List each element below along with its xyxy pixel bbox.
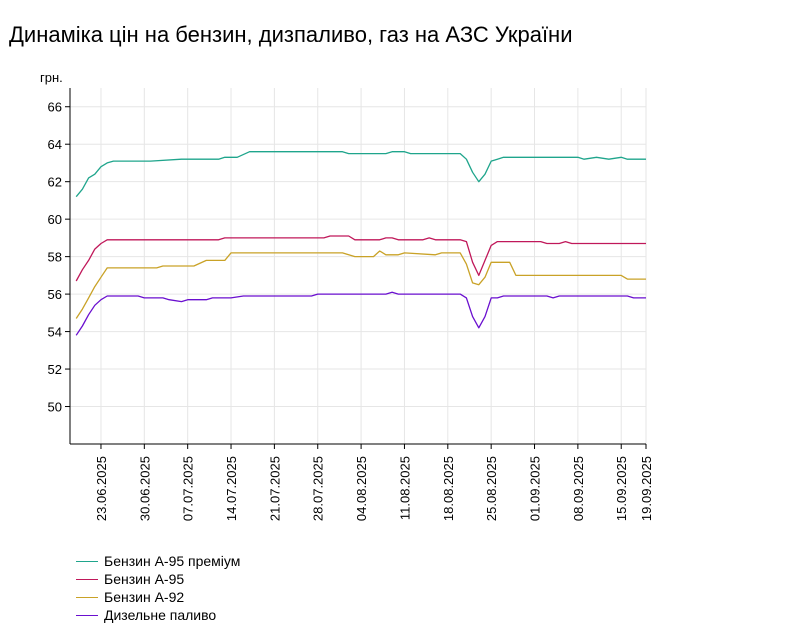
y-tick-label: 50: [48, 400, 62, 415]
x-tick-label: 18.08.2025: [441, 456, 456, 521]
legend-swatch: [76, 578, 98, 580]
x-tick-label: 21.07.2025: [267, 456, 282, 521]
x-tick-label: 28.07.2025: [311, 456, 326, 521]
legend-label: Дизельне паливо: [104, 607, 217, 623]
legend-item: Бензин А-95: [76, 570, 240, 588]
x-tick-label: 11.08.2025: [397, 456, 412, 520]
y-tick-label: 60: [48, 212, 62, 227]
legend-swatch: [76, 596, 98, 598]
x-tick-label: 15.09.2025: [614, 456, 629, 521]
y-axis-ticks: 50 52 54 56 58 60 62 64 66: [48, 100, 70, 415]
x-tick-label: 23.06.2025: [94, 456, 109, 521]
y-tick-label: 62: [48, 175, 62, 190]
series-line: [75, 291, 646, 336]
y-tick-label: 54: [48, 325, 62, 340]
y-tick-label: 56: [48, 287, 62, 302]
x-tick-label: 08.09.2025: [571, 456, 586, 521]
y-axis-label: грн.: [40, 70, 63, 85]
series-lines: [75, 151, 646, 336]
x-tick-label: 25.08.2025: [484, 456, 499, 521]
grid-lines: [70, 88, 647, 444]
legend-swatch: [76, 560, 98, 562]
y-tick-label: 52: [48, 362, 62, 377]
legend-label: Бензин А-95 преміум: [104, 553, 241, 569]
y-tick-label: 66: [48, 100, 62, 115]
axes: [69, 88, 646, 445]
y-tick-label: 58: [48, 250, 62, 265]
x-tick-label: 04.08.2025: [354, 456, 369, 521]
series-line: [75, 235, 646, 282]
series-line: [75, 151, 646, 198]
legend-label: Бензин А-92: [104, 589, 185, 605]
x-tick-label: 19.09.2025: [639, 456, 654, 521]
series-line: [75, 250, 646, 319]
legend-item: Бензин А-92: [76, 588, 240, 606]
legend-label: Бензин А-95: [104, 571, 185, 587]
x-tick-label: 07.07.2025: [181, 456, 196, 521]
legend: Бензин А-95 преміум Бензин А-95 Бензин А-9…: [76, 552, 240, 624]
x-tick-label: 30.06.2025: [137, 456, 152, 521]
y-tick-label: 64: [48, 137, 62, 152]
x-axis-ticks: 23.06.2025 30.06.2025 07.07.2025 14.07.2025…: [94, 444, 654, 521]
x-tick-label: 01.09.2025: [528, 456, 543, 521]
legend-swatch: [76, 614, 98, 616]
legend-item: Бензин А-95 преміум: [76, 552, 240, 570]
chart-title: Динаміка цін на бензин, дизпаливо, газ н…: [9, 22, 573, 47]
legend-item: Дизельне паливо: [76, 606, 240, 624]
x-tick-label: 14.07.2025: [224, 456, 239, 521]
